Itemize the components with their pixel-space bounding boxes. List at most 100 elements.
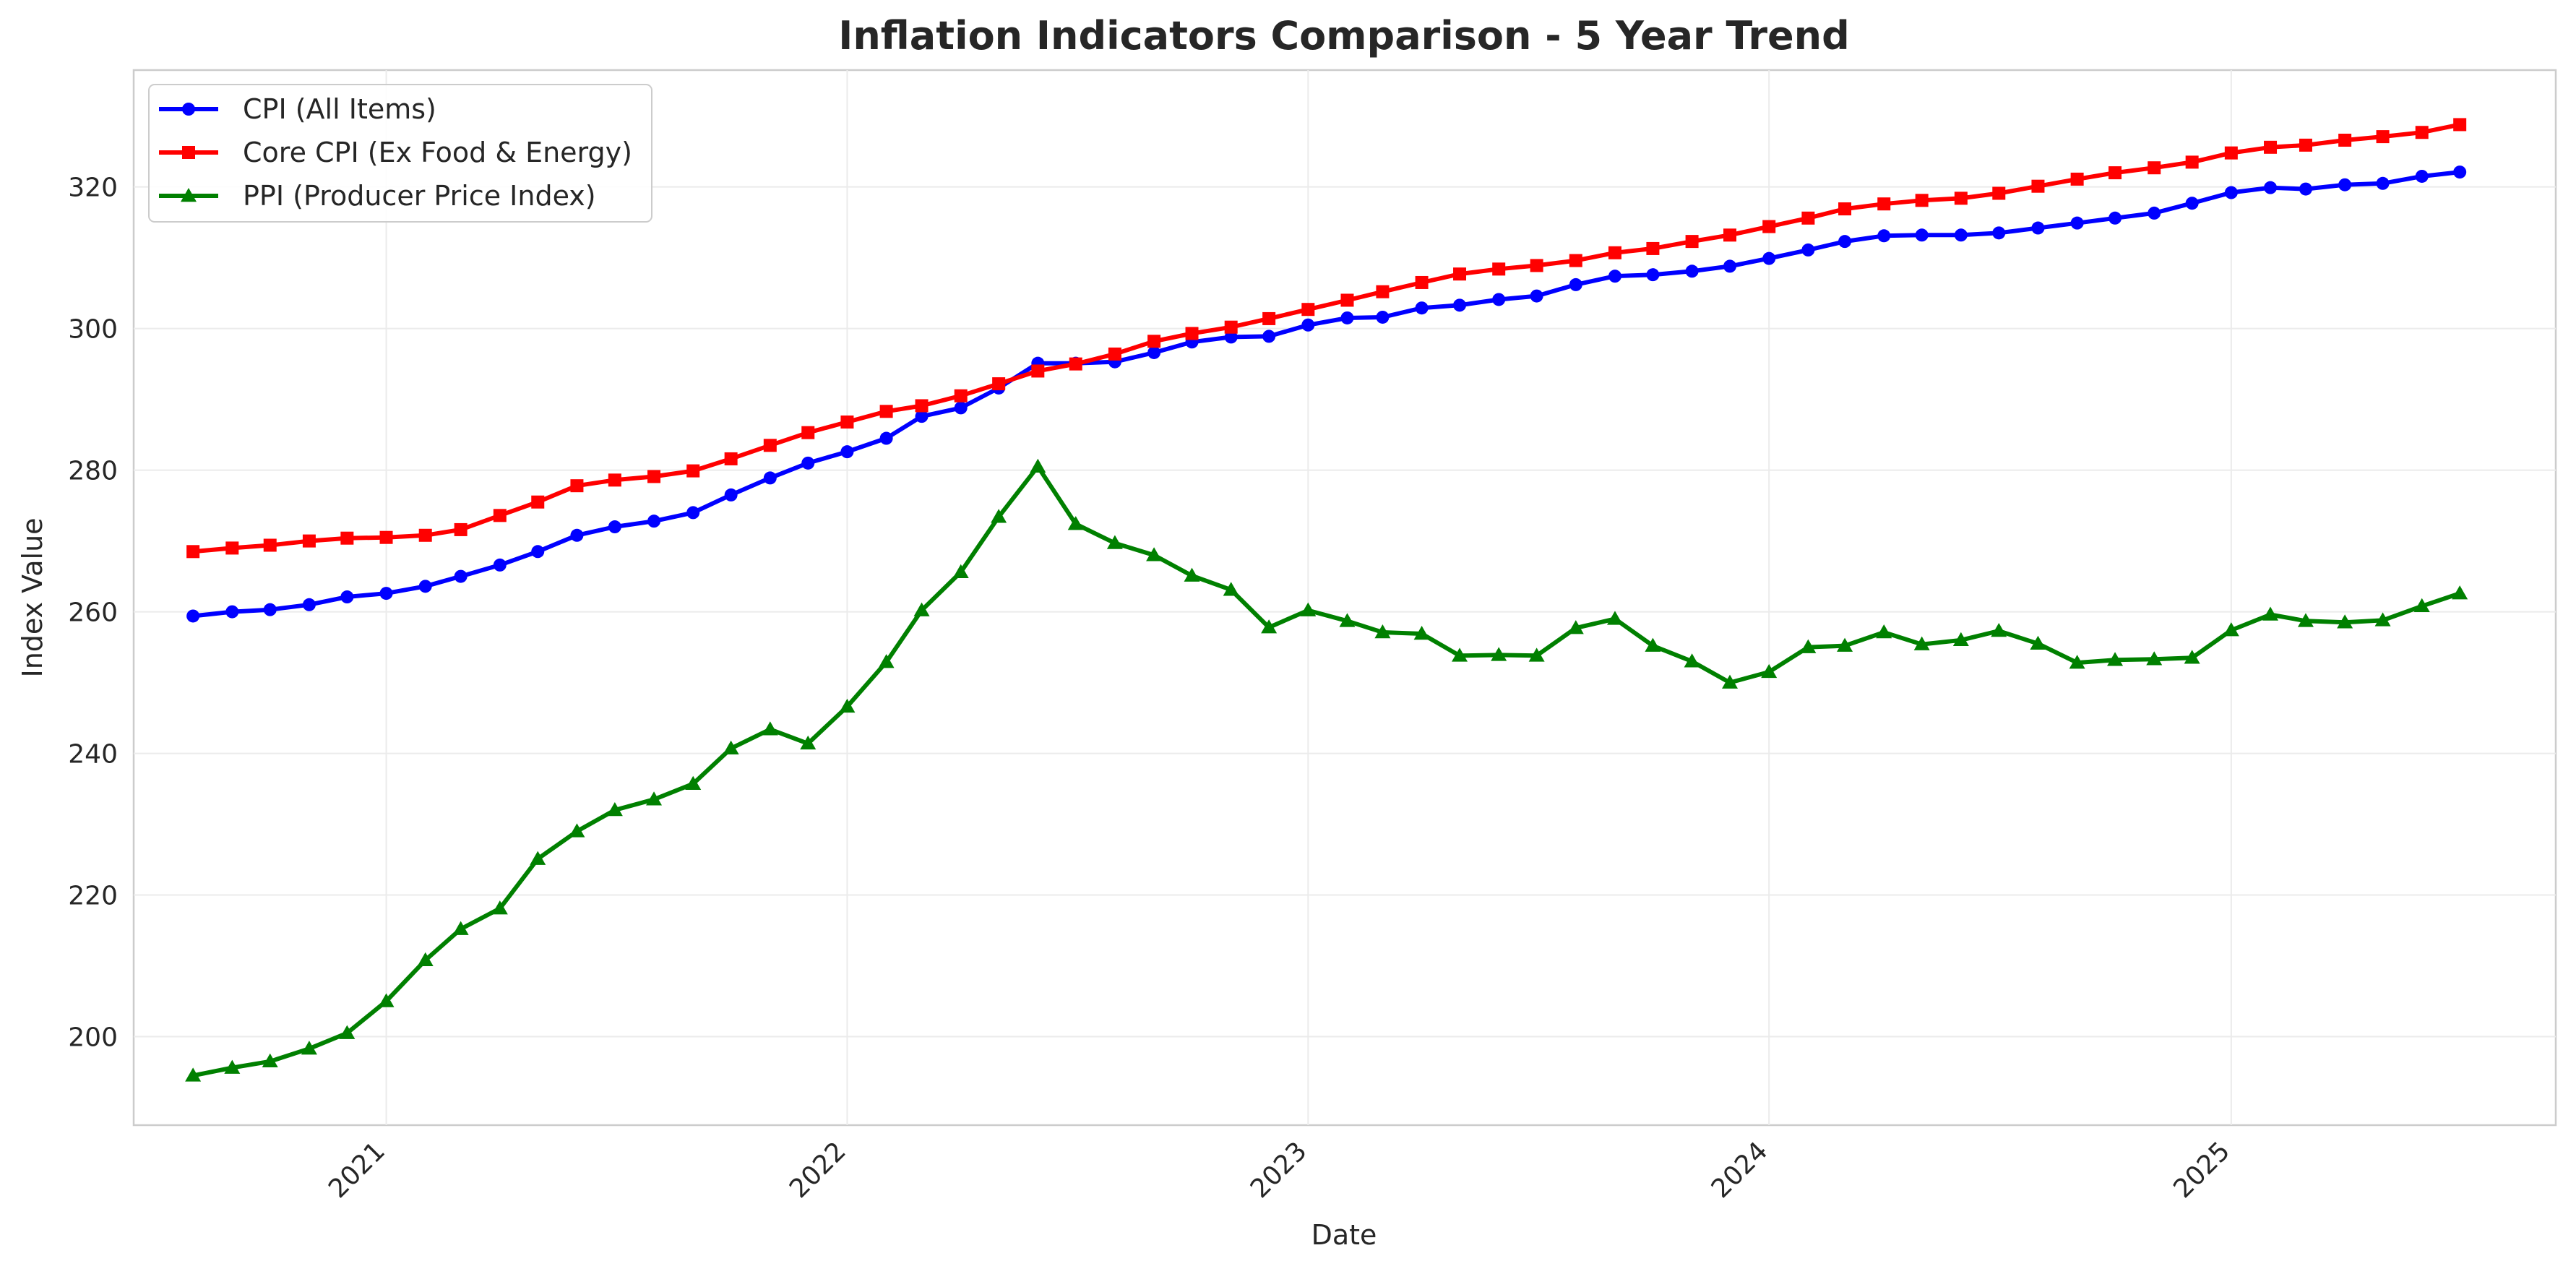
y-tick-label: 220 <box>68 882 118 911</box>
data-point <box>1415 275 1429 289</box>
x-axis-ticks: 2021 2022 2023 2024 2025 <box>323 1136 2236 1204</box>
data-point <box>1376 310 1390 324</box>
data-point <box>1646 241 1660 255</box>
data-point <box>913 602 930 616</box>
data-point <box>800 735 817 750</box>
y-tick-label: 320 <box>68 173 118 203</box>
data-point <box>1147 345 1161 359</box>
data-point <box>1374 624 1391 639</box>
data-point <box>2338 134 2352 147</box>
data-point <box>992 377 1006 391</box>
data-point <box>2415 126 2429 139</box>
x-tick-label: 2022 <box>784 1136 852 1204</box>
data-point <box>2413 598 2430 613</box>
data-point <box>2262 606 2279 621</box>
data-point <box>1723 228 1737 242</box>
data-point <box>952 564 969 578</box>
data-point <box>915 399 929 413</box>
data-point <box>1492 293 1506 306</box>
data-point <box>2224 186 2238 199</box>
data-point <box>2337 614 2353 629</box>
data-point <box>840 445 854 459</box>
y-tick-label: 240 <box>68 740 118 770</box>
data-point <box>1800 639 1817 653</box>
data-point <box>647 515 661 528</box>
data-point <box>493 509 507 522</box>
data-point <box>1723 259 1737 273</box>
data-point <box>2185 197 2199 210</box>
series-3 <box>185 458 2468 1082</box>
data-point <box>1491 647 1507 661</box>
data-point <box>2453 118 2467 132</box>
data-point <box>1415 301 1429 315</box>
data-point <box>1608 270 1621 283</box>
data-point <box>1837 637 1853 652</box>
data-point <box>225 605 239 619</box>
data-point <box>418 580 432 593</box>
data-point <box>2108 166 2122 180</box>
data-point <box>1991 623 2007 637</box>
data-point <box>915 410 929 423</box>
data-point <box>1108 347 1121 361</box>
data-point <box>1915 194 1929 207</box>
y-tick-label: 200 <box>68 1023 118 1053</box>
data-point <box>531 545 545 559</box>
data-point <box>954 401 968 415</box>
data-point <box>1530 259 1543 272</box>
data-point <box>1801 243 1815 257</box>
legend: CPI (All Items) Core CPI (Ex Food & Energ… <box>148 84 652 223</box>
data-point <box>878 654 895 668</box>
x-tick-label: 2025 <box>2168 1136 2236 1204</box>
data-point <box>1606 611 1623 625</box>
data-point <box>2146 651 2163 666</box>
data-point <box>2224 146 2238 160</box>
data-point <box>1146 547 1163 561</box>
data-point <box>724 488 738 502</box>
data-point <box>1300 602 1317 616</box>
data-point <box>379 587 393 601</box>
legend-item: PPI (Producer Price Index) <box>159 180 596 212</box>
data-point <box>1722 674 1739 689</box>
data-point <box>2223 622 2239 637</box>
data-point <box>608 520 621 534</box>
data-point <box>724 452 738 465</box>
data-point <box>2030 635 2046 650</box>
data-point <box>1954 228 1968 242</box>
data-point <box>801 426 815 439</box>
legend-item: CPI (All Items) <box>159 93 436 125</box>
data-point <box>1838 235 1852 249</box>
data-point <box>1877 229 1891 243</box>
data-point <box>1339 613 1356 627</box>
data-point <box>1030 458 1046 473</box>
data-point <box>1567 620 1584 634</box>
data-point <box>685 775 702 790</box>
data-point <box>2070 172 2084 186</box>
data-point <box>647 470 661 483</box>
data-point <box>1685 235 1699 249</box>
series-2 <box>186 118 2467 559</box>
data-point <box>418 528 432 542</box>
data-point <box>1376 285 1390 298</box>
y-tick-label: 260 <box>68 598 118 628</box>
data-point <box>1569 254 1582 267</box>
data-point <box>302 534 316 548</box>
data-point <box>530 851 546 865</box>
data-point <box>225 541 239 555</box>
data-point <box>2148 206 2161 220</box>
data-point <box>1031 364 1045 378</box>
data-point <box>2264 181 2278 194</box>
data-point <box>1992 226 2006 240</box>
data-point <box>2069 655 2085 669</box>
data-point <box>302 598 316 611</box>
data-point <box>263 603 277 616</box>
data-point <box>686 506 700 520</box>
data-point <box>186 609 200 623</box>
y-axis-ticks: 200 220 240 260 280 300 320 <box>68 173 118 1053</box>
data-point <box>1528 647 1545 662</box>
data-point <box>452 921 469 935</box>
data-point <box>1685 264 1699 278</box>
data-point <box>1147 335 1161 348</box>
data-point <box>1301 303 1315 317</box>
data-point <box>1915 228 1929 242</box>
data-point <box>186 545 200 559</box>
